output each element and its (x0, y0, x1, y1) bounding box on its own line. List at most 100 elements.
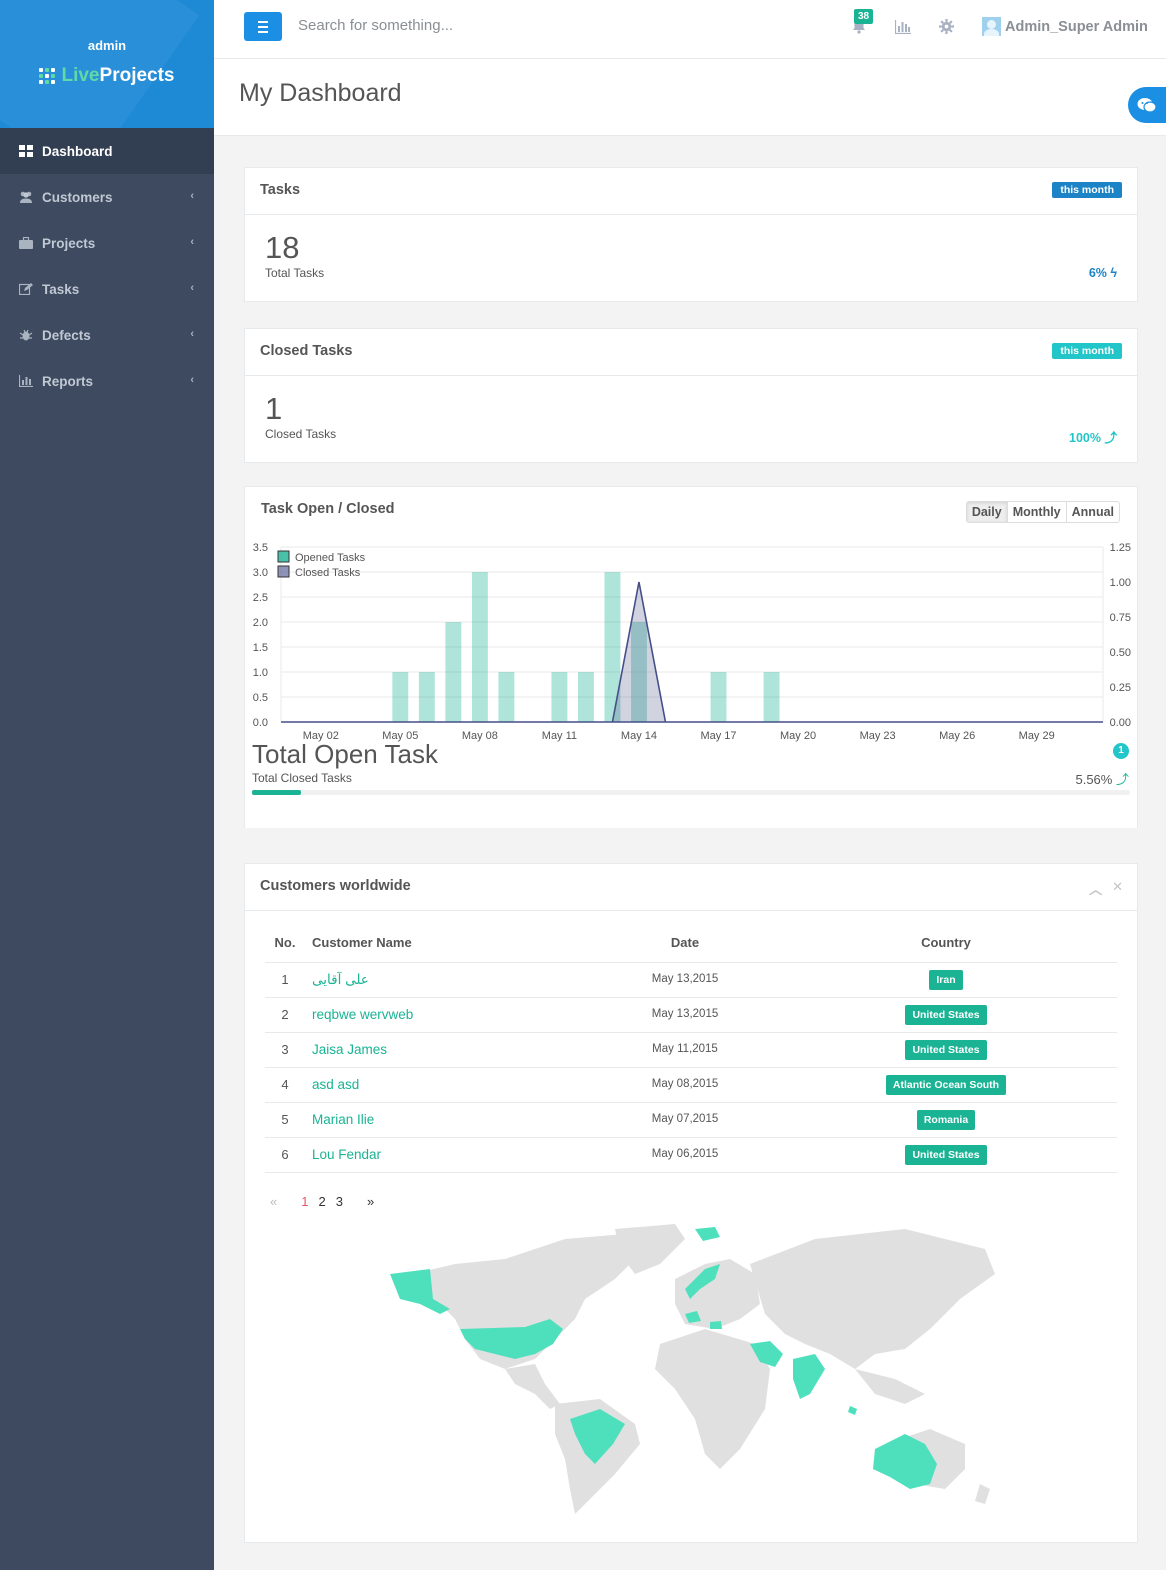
closed-tasks-widget: Closed Tasks this month 1 Closed Tasks 1… (244, 328, 1138, 463)
widget-title-text: Customers worldwide (260, 878, 411, 894)
task-chart-widget: Task Open / Closed Daily Monthly Annual … (244, 486, 1138, 828)
customer-name-link[interactable]: علی آقایی (305, 962, 595, 998)
y-left-tick-label: 2.5 (253, 592, 268, 604)
closed-tasks-value: 1 (265, 391, 283, 426)
pager-page[interactable]: 2 (318, 1194, 326, 1209)
table-header-row: No. Customer Name Date Country (265, 932, 1117, 963)
widget-title-text: Tasks (260, 182, 301, 198)
row-date: May 07,2015 (595, 1102, 775, 1138)
sidebar-username[interactable]: admin (87, 38, 127, 53)
bar-opened-tasks (471, 572, 488, 722)
customer-name-link[interactable]: reqbwe wervweb (305, 997, 595, 1033)
table-row: 2 reqbwe wervweb May 13,2015 United Stat… (265, 997, 1117, 1033)
close-icon[interactable]: ✕ (1112, 879, 1123, 894)
sidebar-item-defects[interactable]: Defects ‹ (0, 312, 214, 358)
logo-projects-text: Projects (99, 65, 175, 86)
pager-page[interactable]: 1 (301, 1194, 309, 1209)
percent-text: 100% (1069, 431, 1101, 445)
legend-label: Closed Tasks (295, 567, 361, 579)
monthly-button[interactable]: Monthly (1006, 502, 1066, 522)
closed-ratio: 5.56% ⤴ (1075, 769, 1129, 788)
row-number: 3 (265, 1032, 305, 1068)
country-badge: United States (905, 1039, 987, 1060)
y-right-tick-label: 1.00 (1110, 577, 1131, 589)
x-tick-label: May 11 (542, 730, 577, 742)
table-row: 6 Lou Fendar May 06,2015 United States (265, 1137, 1117, 1173)
customer-name-link[interactable]: Lou Fendar (305, 1137, 595, 1173)
sidebar-item-projects[interactable]: Projects ‹ (0, 220, 214, 266)
sidebar-item-tasks[interactable]: Tasks ‹ (0, 266, 214, 312)
gear-icon[interactable] (939, 19, 954, 34)
page-title: My Dashboard (239, 79, 402, 107)
bug-icon (19, 329, 33, 341)
map-romania[interactable] (710, 1321, 722, 1329)
table-row: 4 asd asd May 08,2015 Atlantic Ocean Sou… (265, 1067, 1117, 1103)
map-sea-country[interactable] (848, 1406, 857, 1415)
country-badge: Iran (929, 969, 963, 990)
level-up-icon: ⤴ (1104, 431, 1117, 445)
y-right-tick-label: 0.75 (1110, 612, 1131, 624)
column-header[interactable]: Country (775, 932, 1117, 963)
x-tick-label: May 26 (939, 730, 975, 742)
widget-title-text: Task Open / Closed (261, 501, 395, 517)
column-header[interactable]: Customer Name (305, 932, 595, 963)
progress-bar (252, 790, 1130, 795)
search-input[interactable] (298, 17, 598, 34)
chevron-left-icon: ‹ (190, 374, 194, 386)
x-tick-label: May 08 (462, 730, 498, 742)
notification-count-badge[interactable]: 38 (854, 9, 874, 24)
column-header[interactable]: No. (265, 932, 305, 963)
world-map[interactable] (385, 1219, 1005, 1519)
sidebar-header: admin LiveProjects (0, 0, 214, 128)
annual-button[interactable]: Annual (1065, 502, 1119, 522)
map-scandinavia[interactable] (685, 1264, 720, 1299)
bar-opened-tasks (498, 672, 515, 722)
period-label: this month (1052, 182, 1122, 198)
total-tasks-label: Total Tasks (265, 266, 325, 280)
map-arctic-island[interactable] (695, 1227, 720, 1241)
avatar (982, 17, 1001, 36)
map-iran[interactable] (750, 1341, 783, 1367)
users-icon (20, 191, 32, 203)
map-highlighted-countries (390, 1227, 937, 1489)
sidebar-item-reports[interactable]: Reports ‹ (0, 358, 214, 404)
map-europe-country[interactable] (685, 1311, 701, 1323)
bolt-icon: ϟ (1110, 266, 1117, 280)
pager-next[interactable]: » (366, 1194, 375, 1209)
menu-toggle-button[interactable] (244, 12, 282, 41)
chevron-up-icon[interactable]: ︿ (1089, 882, 1103, 897)
bar-opened-tasks (445, 622, 462, 722)
row-number: 2 (265, 997, 305, 1033)
chevron-left-icon: ‹ (190, 236, 194, 248)
map-brazil[interactable] (570, 1409, 625, 1464)
sidebar-item-dashboard[interactable]: Dashboard (0, 128, 214, 174)
closed-percent: 100% ⤴ (1069, 427, 1117, 446)
widget-title-text: Closed Tasks (260, 343, 353, 359)
map-india[interactable] (793, 1354, 825, 1399)
total-open-task-label: Total Open Task (252, 739, 438, 769)
sidebar-item-label: Dashboard (42, 143, 113, 159)
map-australia[interactable] (873, 1434, 937, 1489)
map-usa[interactable] (460, 1319, 563, 1359)
x-tick-label: May 05 (382, 730, 418, 742)
row-number: 4 (265, 1067, 305, 1103)
customer-name-link[interactable]: Jaisa James (305, 1032, 595, 1068)
daily-button[interactable]: Daily (966, 502, 1007, 522)
chat-button[interactable] (1128, 87, 1166, 123)
country-cell: United States (775, 1137, 1117, 1173)
bar-opened-tasks (604, 572, 621, 722)
x-tick-label: May 29 (1019, 730, 1055, 742)
app-logo[interactable]: LiveProjects (0, 65, 214, 87)
bar-chart-icon[interactable] (895, 20, 911, 34)
customer-name-link[interactable]: asd asd (305, 1067, 595, 1103)
column-header[interactable]: Date (595, 932, 775, 963)
user-menu[interactable]: Admin_Super Admin (982, 17, 1148, 36)
map-alaska[interactable] (390, 1269, 450, 1314)
customer-name-link[interactable]: Marian Ilie (305, 1102, 595, 1138)
chevron-left-icon: ‹ (190, 328, 194, 340)
tasks-widget: Tasks this month 18 Total Tasks 6% ϟ (244, 167, 1138, 302)
pager-prev[interactable]: « (270, 1194, 278, 1209)
sidebar-item-customers[interactable]: Customers ‹ (0, 174, 214, 220)
pager-page[interactable]: 3 (335, 1194, 343, 1209)
total-closed-tasks-label: Total Closed Tasks (252, 771, 352, 785)
